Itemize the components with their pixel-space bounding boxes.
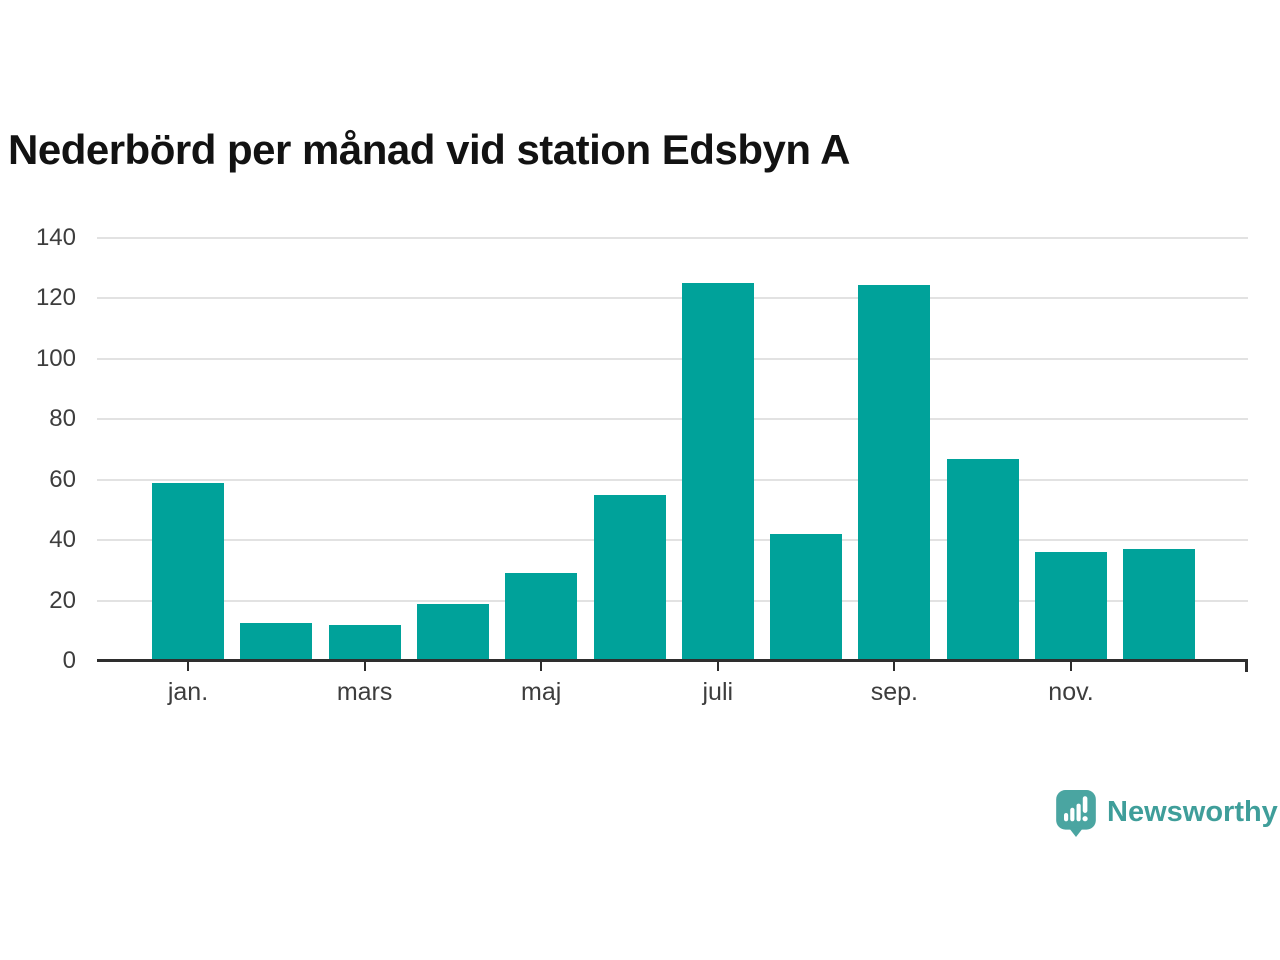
y-tick-label-120: 120: [35, 284, 76, 312]
bar-month-8: [770, 534, 843, 661]
y-tick-label-140: 140: [35, 224, 76, 251]
x-tick-nov: [1070, 662, 1072, 671]
x-tick-maj: [540, 662, 543, 671]
bar-month-4: [416, 603, 489, 661]
gridline-40: [97, 539, 1248, 542]
bar-month-5: [505, 573, 578, 661]
x-tick-mars: [363, 662, 366, 671]
gridline-100: [97, 357, 1248, 360]
bar-month-9: [858, 284, 931, 661]
gridline-20: [97, 599, 1248, 602]
x-axis-line: [97, 659, 1248, 662]
bar-month-6: [593, 494, 666, 661]
gridline-140: [97, 237, 1248, 239]
y-tick-label-0: 0: [62, 647, 76, 674]
bar-month-11: [1035, 552, 1107, 661]
y-tick-label-60: 60: [49, 465, 76, 493]
x-tick-label-sep: sep.: [870, 678, 919, 706]
x-tick-label-juli: juli: [702, 678, 734, 706]
y-tick-label-40: 40: [49, 526, 76, 554]
y-tick-label-80: 80: [49, 405, 76, 433]
bar-month-10: [946, 458, 1019, 661]
x-tick-juli: [716, 662, 719, 671]
gridline-120: [97, 297, 1248, 300]
y-tick-label-20: 20: [49, 586, 76, 614]
y-tick-label-100: 100: [35, 344, 76, 372]
brand-logo-text: Newsworthy: [1107, 796, 1278, 828]
x-tick-label-maj: maj: [521, 678, 562, 706]
bar-month-3: [328, 624, 401, 661]
bar-month-1: [152, 482, 224, 661]
x-tick-label-jan: jan.: [167, 678, 209, 706]
brand-logo-link[interactable]: Newsworthy: [1056, 790, 1278, 843]
chart-title: Nederbörd per månad vid station Edsbyn A: [8, 126, 850, 173]
bar-month-2: [240, 623, 313, 661]
newsworthy-logo-icon: [1056, 790, 1096, 843]
x-tick-jan: [187, 662, 189, 671]
gridline-80: [97, 418, 1248, 421]
x-tick-sep: [893, 662, 896, 671]
bar-month-12: [1123, 549, 1196, 661]
x-axis-end-cap: [1245, 659, 1248, 672]
plot-area: 0 20 40 60 80 100 120 140 jan. mars maj juli sep. no…: [36, 224, 1248, 706]
x-tick-label-mars: mars: [336, 678, 393, 706]
bar-month-7: [681, 283, 754, 661]
gridline-60: [97, 478, 1248, 481]
x-tick-label-nov: nov.: [1048, 678, 1094, 706]
